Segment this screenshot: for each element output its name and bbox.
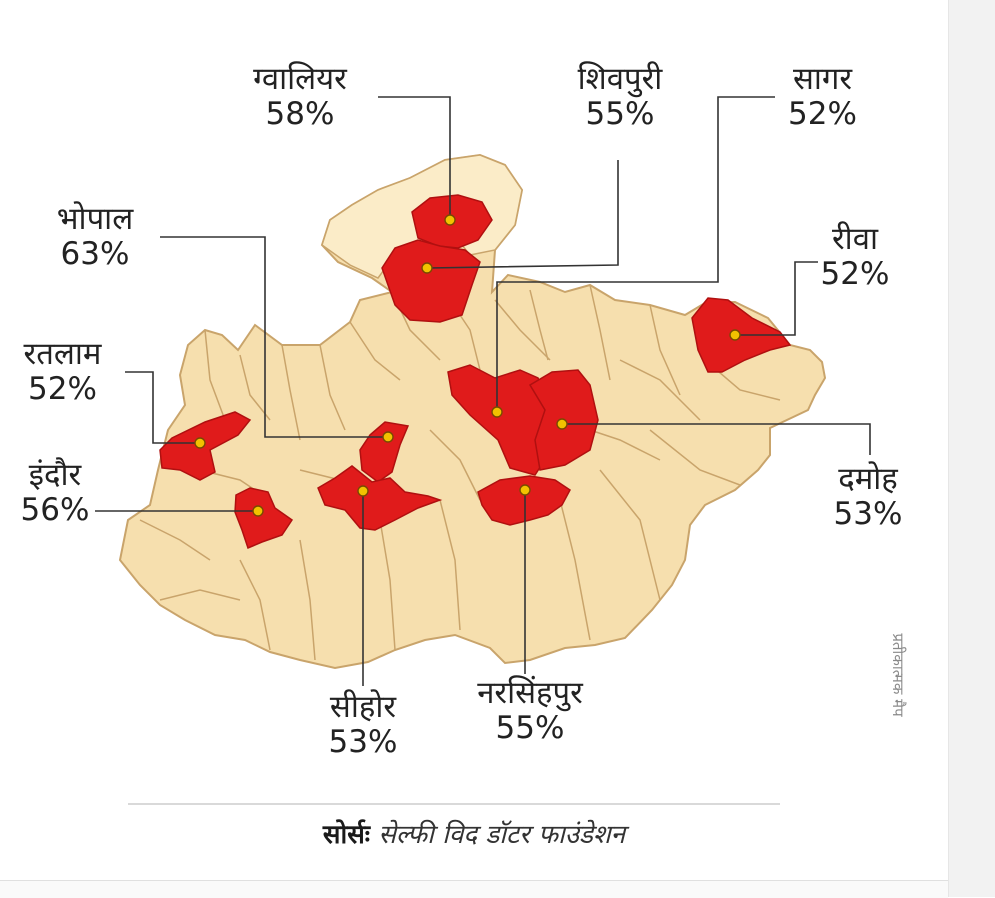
infographic-page: ग्वालियर 58% शिवपुरी 55% सागर 52% भोपाल …	[0, 61, 948, 898]
district-percentage: 55%	[585, 95, 655, 132]
district-percentage: 56%	[20, 491, 90, 528]
district-sehore	[317, 465, 443, 531]
symbolic-map-note: प्रतीकात्मक मैप	[878, 595, 918, 755]
leader-rewa	[735, 261, 818, 336]
district-narsinghpur	[477, 475, 571, 526]
leader-sagar	[496, 96, 775, 412]
marker-bhopal	[382, 431, 394, 443]
leader-lines	[95, 96, 871, 686]
leader-damoh	[562, 423, 871, 455]
label-shivpuri: शिवपुरी 55%	[540, 62, 700, 131]
label-sagar: सागर 52%	[760, 62, 885, 131]
leader-bhopal	[160, 236, 388, 438]
bottom-strip	[0, 880, 948, 898]
symbolic-map-note-text: प्रतीकात्मक मैप	[889, 633, 907, 717]
district-markers	[194, 214, 741, 517]
district-name: रतलाम	[23, 336, 102, 372]
label-sehore: सीहोर 53%	[278, 690, 448, 759]
district-percentage: 52%	[28, 370, 97, 407]
district-percentage: 52%	[820, 255, 890, 292]
district-name: भोपाल	[56, 201, 134, 237]
district-shivpuri	[381, 239, 481, 323]
madhya-pradesh-map	[95, 96, 871, 686]
label-bhopal: भोपाल 63%	[20, 202, 170, 271]
source-label: सोर्सः	[322, 820, 371, 850]
district-percentage: 63%	[60, 235, 130, 272]
marker-shivpuri	[421, 262, 433, 274]
district-name: ग्वालियर	[253, 61, 347, 97]
district-percentage: 58%	[265, 95, 335, 132]
district-name: दमोह	[838, 461, 898, 497]
label-damoh: दमोह 53%	[808, 462, 928, 531]
marker-sagar	[491, 406, 503, 418]
source-line: सोर्सः सेल्फी विद डॉटर फाउंडेशन	[0, 815, 948, 851]
marker-damoh	[556, 418, 568, 430]
label-gwalior: ग्वालियर 58%	[220, 62, 380, 131]
district-name: सागर	[792, 61, 853, 97]
district-name: रीवा	[832, 221, 878, 257]
leader-shivpuri	[427, 160, 619, 269]
district-percentage: 52%	[788, 95, 857, 132]
marker-narsinghpur	[519, 484, 531, 496]
marker-indore	[252, 505, 264, 517]
label-narsinghpur: नरसिंहपुर 55%	[440, 676, 620, 745]
leader-ratlam	[125, 371, 200, 444]
source-divider	[128, 803, 780, 805]
marker-rewa	[729, 329, 741, 341]
label-ratlam: रतलाम 52%	[0, 337, 125, 406]
district-ratlam	[159, 411, 252, 481]
label-rewa: रीवा 52%	[800, 222, 910, 291]
district-name: सीहोर	[329, 689, 397, 725]
marker-ratlam	[194, 437, 206, 449]
right-scroll-margin	[948, 0, 995, 897]
district-percentage: 53%	[328, 723, 398, 760]
district-percentage: 55%	[495, 709, 565, 746]
source-text: सेल्फी विद डॉटर फाउंडेशन	[378, 820, 626, 850]
label-indore: इंदौर 56%	[0, 458, 110, 527]
district-name: शिवपुरी	[577, 61, 663, 97]
marker-sehore	[357, 485, 369, 497]
district-name: नरसिंहपुर	[477, 675, 583, 711]
marker-gwalior	[444, 214, 456, 226]
district-name: इंदौर	[28, 457, 82, 493]
district-percentage: 53%	[833, 495, 903, 532]
district-indore	[234, 487, 294, 550]
leader-gwalior	[378, 96, 451, 220]
